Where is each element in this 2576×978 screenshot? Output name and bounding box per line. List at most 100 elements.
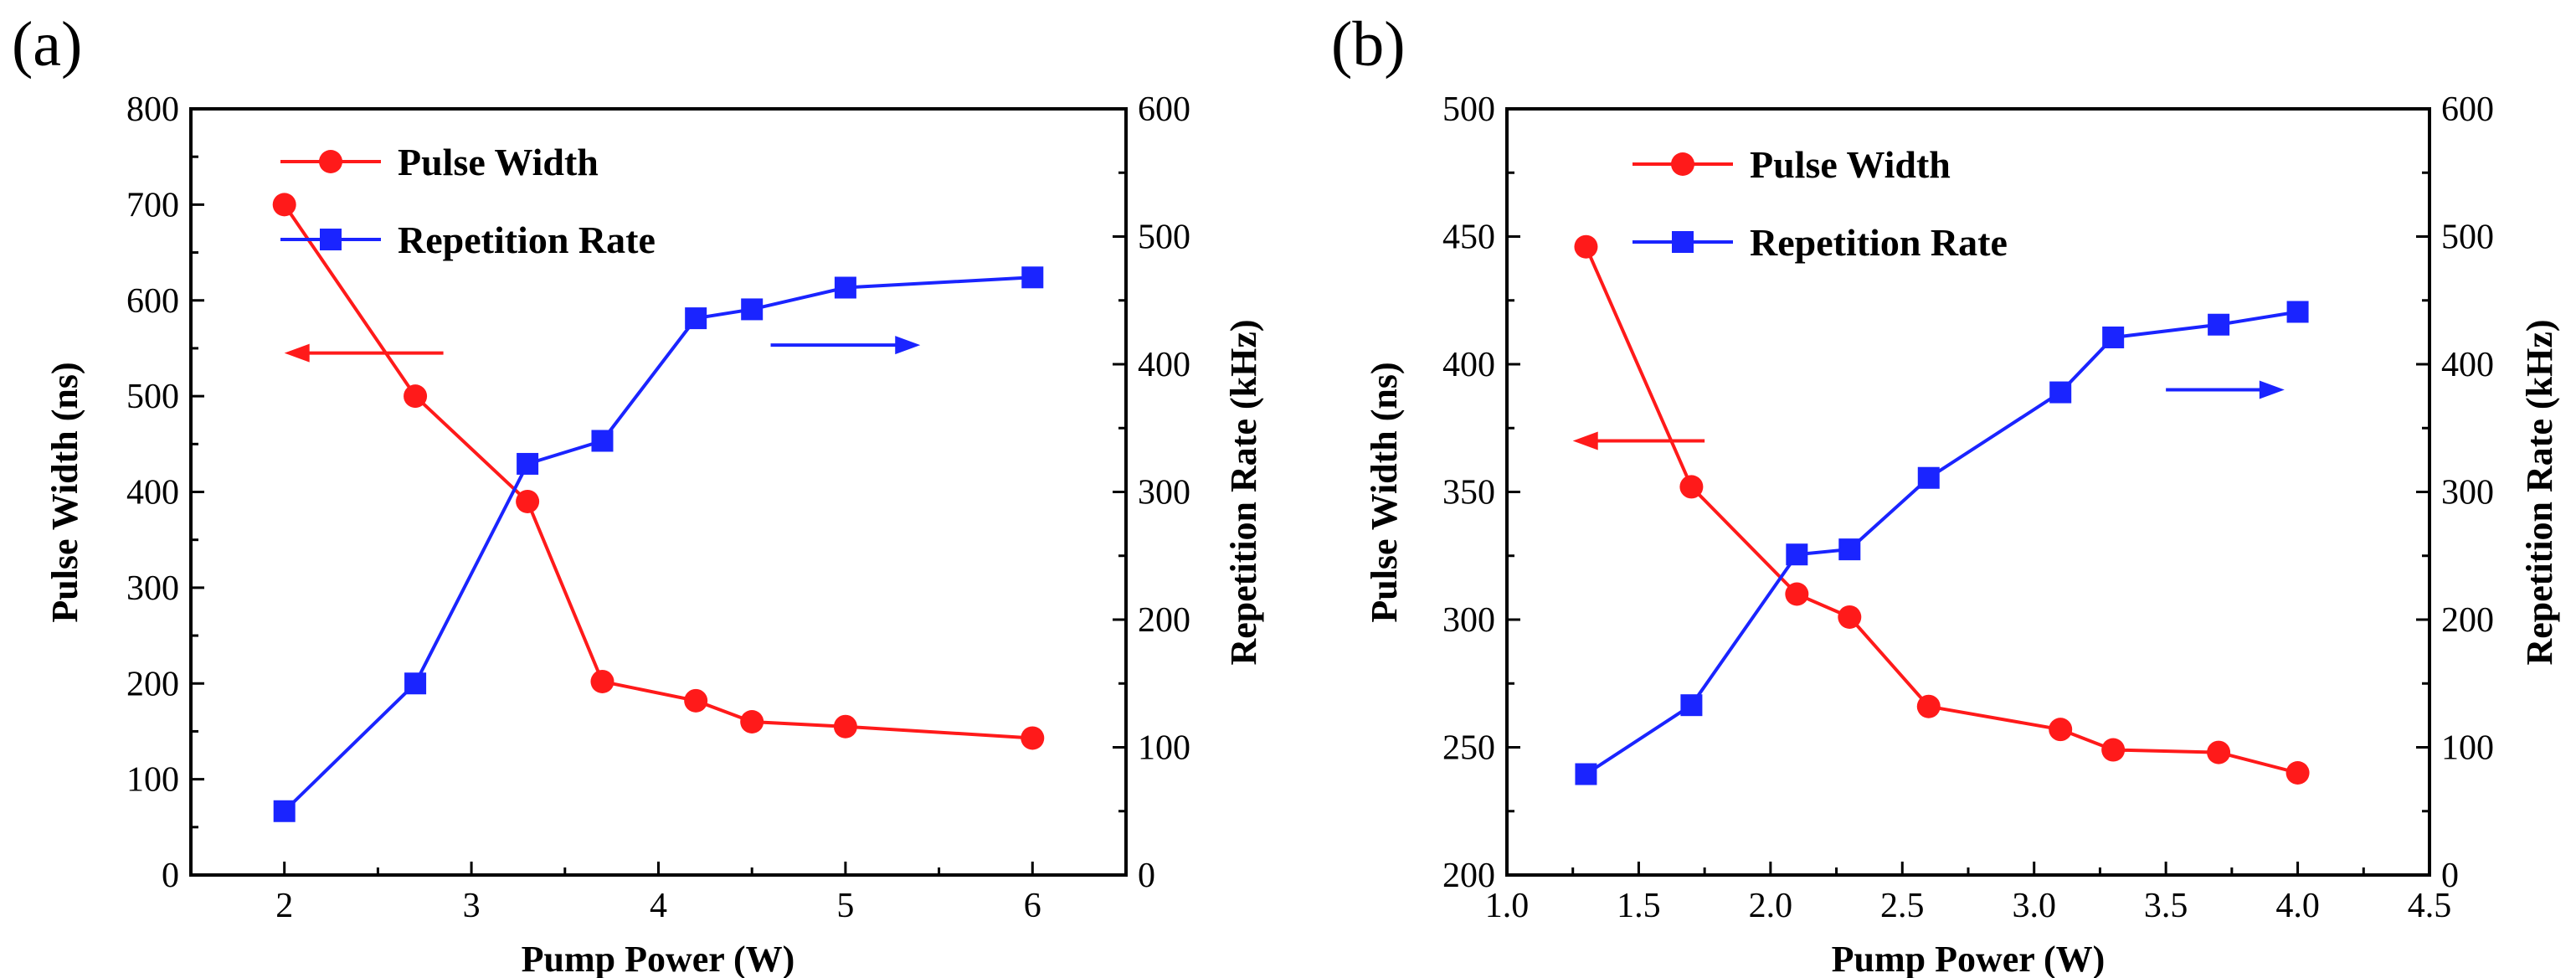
x-tick-label: 2.0 — [1749, 887, 1793, 925]
pulse-width-point — [1838, 605, 1862, 629]
y2-tick-label: 300 — [1138, 474, 1190, 512]
pulse-width-point — [2049, 718, 2073, 742]
pulse-width-point — [1021, 726, 1045, 750]
y2-tick-label: 0 — [2441, 857, 2459, 895]
x-tick-label: 3 — [463, 887, 481, 925]
pulse-width-point — [404, 384, 428, 409]
x-tick-label: 4.0 — [2275, 887, 2320, 925]
y-tick-label: 300 — [1442, 601, 1495, 640]
y-tick-label: 700 — [126, 186, 179, 224]
pulse-width-point — [272, 193, 296, 217]
y2-tick-label: 0 — [1138, 857, 1155, 895]
repetition-rate-point — [1575, 763, 1597, 785]
x-tick-label: 4 — [650, 887, 667, 925]
arrow-head — [2259, 380, 2285, 399]
axis-arrows — [1572, 380, 2285, 450]
y2-tick-label: 600 — [2441, 90, 2494, 129]
pulse-width-point — [2101, 738, 2126, 762]
repetition-rate-point — [1838, 538, 1861, 561]
pulse-width-point — [684, 688, 708, 713]
repetition-rate-point — [517, 452, 539, 475]
pulse-width-point — [2207, 740, 2231, 764]
x-tick-label: 4.5 — [2408, 887, 2452, 925]
repetition-rate-point — [1021, 266, 1044, 289]
y2-tick-label: 200 — [1138, 601, 1190, 640]
legend-marker-circle — [1671, 152, 1694, 176]
y2-axis-title: Repetition Rate (kHz) — [2519, 319, 2560, 665]
pulse-width-point — [1785, 582, 1809, 606]
y-tick-label: 350 — [1442, 474, 1495, 512]
panel-label: (b) — [1331, 9, 1406, 80]
x-tick-label: 2.5 — [1880, 887, 1925, 925]
legend-marker-square — [1672, 231, 1694, 253]
x-tick-label: 1.5 — [1617, 887, 1661, 925]
y2-tick-label: 400 — [1138, 346, 1190, 384]
repetition-rate-point — [741, 298, 764, 321]
axis-arrows — [284, 336, 921, 363]
repetition-rate-point — [2286, 301, 2309, 323]
y-tick-label: 200 — [126, 665, 179, 703]
legend-label: Repetition Rate — [1750, 221, 2008, 264]
y2-tick-label: 500 — [2441, 219, 2494, 257]
series-layer — [272, 193, 1045, 822]
y-tick-label: 800 — [126, 90, 179, 129]
repetition-rate-point — [2102, 326, 2125, 348]
x-axis-title: Pump Power (W) — [1832, 939, 2106, 978]
y-tick-label: 500 — [126, 378, 179, 416]
y2-tick-label: 500 — [1138, 219, 1190, 257]
pulse-width-line — [1584, 245, 2299, 775]
pulse-width-point — [1916, 694, 1941, 718]
pulse-width-line — [283, 203, 1033, 740]
y-tick-label: 200 — [1442, 857, 1495, 895]
x-axis: 1.0 1.5 2.0 2.5 3.0 3.5 4.0 4.5 — [1485, 862, 2452, 925]
x-axis: 2 3 4 5 6 — [275, 862, 1041, 925]
panel-label: (a) — [12, 9, 82, 80]
panel-a: (a) 2 3 4 5 6 0 100 200 300 400 500 600 700 800 0 100… — [12, 9, 1264, 978]
pulse-width-point — [833, 714, 857, 739]
x-tick-label: 3.0 — [2012, 887, 2056, 925]
repetition-rate-point — [404, 672, 427, 695]
repetition-rate-point — [273, 800, 296, 822]
pulse-width-point — [590, 669, 614, 693]
pulse-width-point — [1574, 234, 1598, 259]
x-tick-label: 3.5 — [2144, 887, 2188, 925]
legend-label: Pulse Width — [1750, 143, 1951, 186]
y2-axis-title: Repetition Rate (kHz) — [1223, 319, 1264, 665]
repetition-rate-point — [2208, 313, 2230, 336]
arrow-head — [895, 336, 921, 355]
legend-marker-circle — [319, 150, 342, 173]
repetition-rate-line — [283, 275, 1033, 813]
pulse-width-point — [740, 710, 764, 734]
y-tick-label: 400 — [126, 474, 179, 512]
arrow-head — [1572, 431, 1598, 450]
y-axis-title: Pulse Width (ns) — [44, 362, 85, 622]
y-axis-title: Pulse Width (ns) — [1364, 362, 1405, 622]
y-tick-label: 300 — [126, 569, 179, 608]
y2-tick-label: 600 — [1138, 90, 1190, 129]
legend: Pulse Width Repetition Rate — [1632, 143, 2008, 264]
y-tick-label: 250 — [1442, 729, 1495, 768]
y2-tick-label: 100 — [1138, 729, 1190, 768]
y-tick-label: 600 — [126, 282, 179, 321]
x-tick-label: 2 — [275, 887, 293, 925]
plot-frame — [189, 107, 1128, 877]
x-axis-title: Pump Power (W) — [522, 939, 795, 978]
y-axis-left: 0 100 200 300 400 500 600 700 800 — [126, 90, 204, 895]
legend-label: Pulse Width — [398, 141, 599, 183]
series-layer — [1574, 234, 2310, 785]
repetition-rate-point — [1917, 466, 1940, 489]
repetition-rate-point — [834, 276, 856, 299]
x-tick-label: 6 — [1024, 887, 1041, 925]
pulse-width-point — [1679, 475, 1704, 499]
repetition-rate-point — [1680, 694, 1703, 717]
y2-tick-label: 300 — [2441, 474, 2494, 512]
y-axis-right: 0 100 200 300 400 500 600 — [2416, 90, 2494, 895]
y-axis-right: 0 100 200 300 400 500 600 — [1113, 90, 1190, 895]
y-tick-label: 100 — [126, 761, 179, 800]
y2-tick-label: 100 — [2441, 729, 2494, 768]
y-tick-label: 0 — [162, 857, 179, 895]
x-tick-label: 1.0 — [1485, 887, 1530, 925]
x-tick-label: 5 — [836, 887, 854, 925]
repetition-rate-point — [1786, 543, 1808, 566]
